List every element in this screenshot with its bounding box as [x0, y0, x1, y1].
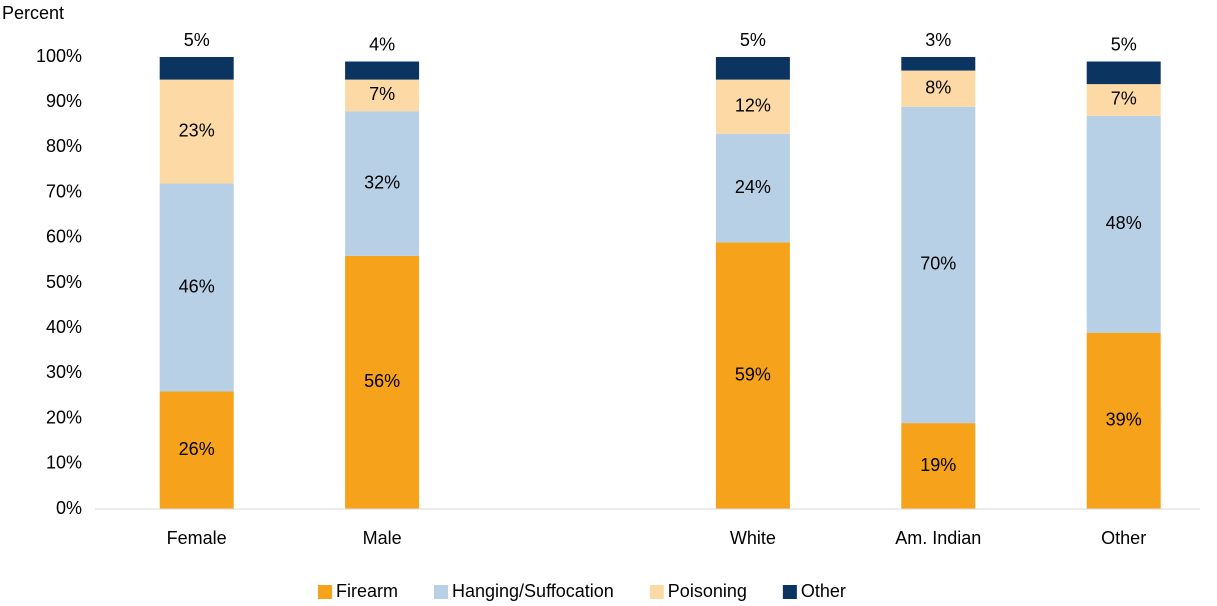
legend-label: Firearm: [336, 581, 398, 601]
y-tick-label: 80%: [46, 136, 82, 156]
y-tick-label: 70%: [46, 181, 82, 201]
data-label: 4%: [369, 34, 395, 54]
bar-segment: [345, 255, 420, 509]
y-axis-label: Percent: [2, 3, 64, 23]
data-label: 8%: [925, 77, 951, 97]
bar-segment: [715, 57, 790, 80]
data-label: 5%: [1111, 34, 1137, 54]
bar-segment: [715, 133, 790, 243]
bar-segment: [345, 111, 420, 256]
legend-swatch: [318, 585, 332, 599]
data-label: 26%: [179, 439, 215, 459]
legend-swatch: [434, 585, 448, 599]
data-label: 3%: [925, 30, 951, 50]
legend-swatch: [649, 585, 664, 599]
bar-segment: [159, 183, 234, 392]
bar-segment: [159, 391, 234, 509]
bar-segment: [901, 70, 976, 107]
x-tick-label: Am. Indian: [895, 528, 981, 548]
data-label: 24%: [735, 177, 771, 197]
data-label: 56%: [364, 371, 400, 391]
data-label: 19%: [920, 455, 956, 475]
y-tick-label: 60%: [46, 227, 82, 247]
data-label: 59%: [735, 364, 771, 384]
legend-swatch: [782, 585, 797, 599]
data-label: 70%: [920, 254, 956, 274]
y-tick-label: 90%: [46, 91, 82, 111]
data-label: 46%: [179, 276, 215, 296]
data-label: 7%: [369, 84, 395, 104]
y-tick-label: 30%: [46, 362, 82, 382]
x-tick-label: White: [730, 528, 776, 548]
bar-segment: [1086, 84, 1161, 116]
legend-label: Poisoning: [668, 581, 747, 601]
y-tick-label: 20%: [46, 407, 82, 427]
y-tick-label: 10%: [46, 453, 82, 473]
y-tick-label: 50%: [46, 272, 82, 292]
legend-label: Hanging/Suffocation: [452, 581, 614, 601]
bar-segment: [901, 57, 976, 71]
bar-segment: [345, 61, 420, 80]
bar-segment: [1086, 115, 1161, 333]
data-label: 48%: [1106, 213, 1142, 233]
y-tick-label: 100%: [36, 46, 82, 66]
y-tick-label: 0%: [56, 498, 82, 518]
bar-segment: [715, 79, 790, 134]
x-tick-label: Female: [167, 528, 227, 548]
data-label: 39%: [1106, 410, 1142, 430]
data-label: 5%: [740, 30, 766, 50]
bar-segment: [1086, 332, 1161, 509]
data-label: 7%: [1111, 89, 1137, 109]
bar-segment: [1086, 61, 1161, 85]
bar-segment: [159, 79, 234, 184]
data-label: 23%: [179, 120, 215, 140]
bar-segment: [901, 106, 976, 424]
x-tick-label: Other: [1101, 528, 1146, 548]
bar-segment: [345, 79, 420, 112]
legend-label: Other: [801, 581, 846, 601]
x-tick-label: Male: [363, 528, 402, 548]
bar-segment: [901, 423, 976, 509]
data-label: 12%: [735, 95, 771, 115]
bar-segment: [715, 242, 790, 509]
data-label: 32%: [364, 172, 400, 192]
data-label: 5%: [184, 30, 210, 50]
y-tick-label: 40%: [46, 317, 82, 337]
bar-segment: [159, 57, 234, 80]
